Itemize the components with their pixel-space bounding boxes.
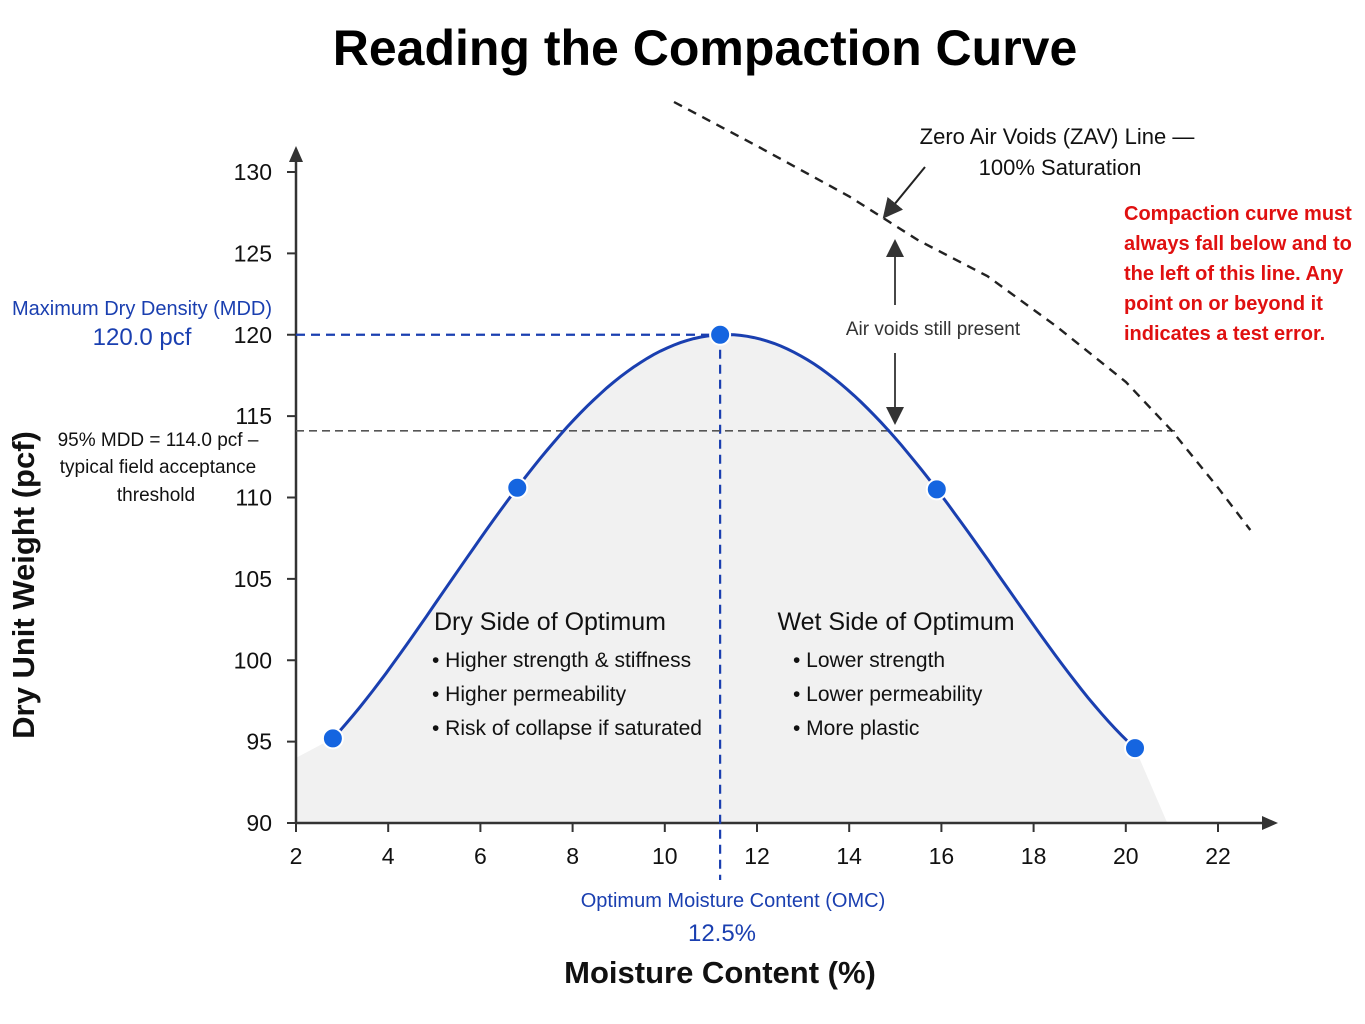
- zav-pointer-arrow: [882, 166, 926, 219]
- wet-side-title: Wet Side of Optimum: [777, 608, 1014, 636]
- x-tick-label: 8: [566, 843, 579, 869]
- y-axis-arrow: [289, 146, 303, 162]
- wet-side-bullet-2: • Lower permeability: [793, 683, 983, 706]
- zav-warning-line-4: point on or beyond it: [1124, 293, 1323, 315]
- under-curve-fill: [296, 334, 1168, 823]
- zav-label-line-1: Zero Air Voids (ZAV) Line —: [920, 124, 1195, 149]
- y-tick-label: 110: [235, 485, 272, 511]
- reference-lines: [296, 333, 1175, 880]
- compaction-curve: [331, 333, 1137, 750]
- data-point: [321, 727, 344, 750]
- threshold-note-line-3: threshold: [117, 485, 195, 506]
- x-tick-label: 10: [652, 843, 678, 869]
- x-axis-arrow: [1262, 816, 1278, 830]
- zav-label-line-2: 100% Saturation: [979, 155, 1142, 180]
- zav-warning-line-3: the left of this line. Any: [1124, 263, 1344, 285]
- mdd-value: 120.0 pcf: [93, 324, 192, 351]
- compaction-curve-line: [331, 333, 1137, 750]
- axes: [287, 146, 1278, 832]
- omc-value: 12.5%: [688, 920, 756, 947]
- y-tick-label: 115: [235, 403, 272, 429]
- y-tick-label: 100: [234, 647, 272, 673]
- x-tick-label: 20: [1113, 843, 1139, 869]
- x-tick-label: 6: [474, 843, 487, 869]
- threshold-note-line-2: typical field acceptance: [60, 457, 256, 478]
- x-tick-label: 14: [836, 843, 862, 869]
- y-tick-label: 120: [234, 322, 272, 348]
- x-tick-label: 12: [744, 843, 770, 869]
- x-tick-label: 18: [1021, 843, 1047, 869]
- x-tick-label: 4: [382, 843, 395, 869]
- zav-warning-line-1: Compaction curve must: [1124, 203, 1352, 225]
- data-points: [321, 323, 1147, 760]
- air-voids-label: Air voids still present: [846, 319, 1021, 340]
- x-axis-label: Moisture Content (%): [564, 955, 876, 990]
- y-tick-label: 125: [234, 240, 272, 266]
- chart-title: Reading the Compaction Curve: [333, 20, 1078, 76]
- dry-side-title: Dry Side of Optimum: [434, 608, 666, 636]
- data-point: [925, 478, 948, 501]
- y-tick-label: 95: [246, 729, 272, 755]
- zav-warning-line-5: indicates a test error.: [1124, 323, 1325, 345]
- wet-side-bullet-1: • Lower strength: [793, 649, 945, 672]
- mdd-label: Maximum Dry Density (MDD): [12, 298, 272, 320]
- y-tick-label: 130: [234, 159, 272, 185]
- threshold-note-line-1: 95% MDD = 114.0 pcf –: [58, 430, 259, 451]
- dry-side-bullet-1: • Higher strength & stiffness: [432, 649, 691, 672]
- wet-side-bullet-3: • More plastic: [793, 717, 919, 740]
- curve-fill: [296, 334, 1168, 823]
- zav-line: [673, 100, 1252, 531]
- tick-labels: 2 4 6 8 10 12 14 16 18 20 22 90 95 100 105 110 115 120 125…: [234, 159, 1231, 869]
- zav-warning-line-2: always fall below and to: [1124, 233, 1352, 255]
- dry-side-bullet-2: • Higher permeability: [432, 683, 627, 706]
- dry-side-bullet-3: • Risk of collapse if saturated: [432, 717, 702, 740]
- x-tick-label: 16: [929, 843, 955, 869]
- omc-label: Optimum Moisture Content (OMC): [581, 890, 886, 912]
- y-tick-label: 105: [234, 566, 272, 592]
- data-point: [1124, 737, 1147, 760]
- y-axis-label: Dry Unit Weight (pcf): [6, 431, 41, 739]
- x-tick-label: 2: [290, 843, 303, 869]
- y-tick-label: 90: [246, 810, 272, 836]
- data-point: [709, 323, 732, 346]
- x-tick-label: 22: [1205, 843, 1231, 869]
- data-point: [506, 476, 529, 499]
- zav-dashed-line: [673, 100, 1252, 531]
